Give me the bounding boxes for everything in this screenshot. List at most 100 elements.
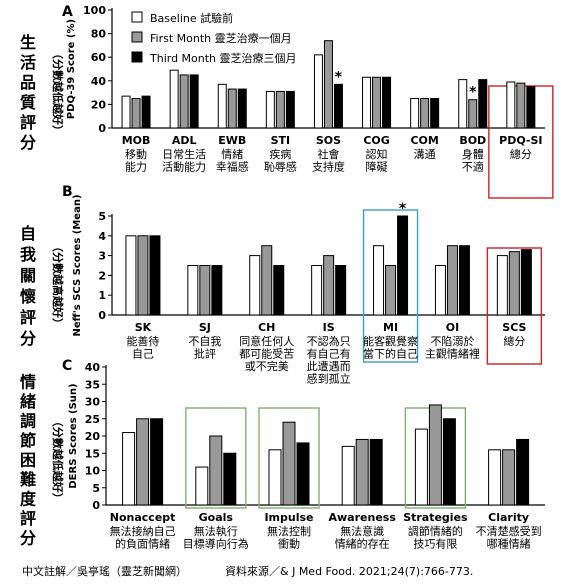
y-tick-label: 40 <box>91 75 107 88</box>
y-tick-label: 5 <box>98 210 106 223</box>
bar <box>508 251 520 316</box>
y-tick-label: 20 <box>85 430 101 443</box>
y-tick-label: 4 <box>98 230 106 243</box>
bar <box>209 435 223 506</box>
side-title-char: 度 <box>20 490 37 509</box>
side-title-char: 分 <box>20 133 36 152</box>
panel-letter: C <box>62 358 72 374</box>
bar <box>122 432 136 506</box>
x-tick-label: Awareness <box>329 511 397 524</box>
category-note: 活動能力 <box>162 160 206 174</box>
footer-credit: 中文註解／吳亭瑤（靈芝新聞網） <box>22 564 187 578</box>
category-note: 能善待 <box>126 334 159 348</box>
bar <box>268 449 282 506</box>
category-note: 能力 <box>125 160 147 174</box>
y-axis-label: PDQ-39 Score (%) <box>66 19 77 119</box>
x-tick-label: COM <box>410 134 438 147</box>
bar <box>410 98 420 129</box>
category-note: 當下的自己 <box>363 347 418 361</box>
category-note: 無法意識 <box>340 524 384 538</box>
x-tick-label: SJ <box>199 321 211 334</box>
bar <box>414 428 428 506</box>
x-tick-label: COG <box>363 134 389 147</box>
bar <box>249 255 261 316</box>
bar <box>169 69 179 129</box>
bar <box>442 418 456 506</box>
category-note: 無法控制 <box>267 524 311 538</box>
x-tick-label: CH <box>258 321 275 334</box>
bar <box>223 452 237 506</box>
bar <box>237 88 247 129</box>
bar <box>428 404 442 506</box>
category-note: 有自己有 <box>307 347 351 361</box>
side-title-char: 活 <box>20 53 36 72</box>
bar <box>137 235 149 316</box>
side-title-char: 品 <box>20 73 36 92</box>
bar <box>121 95 131 129</box>
y-tick-label: 15 <box>85 447 100 460</box>
bar <box>506 81 516 129</box>
panel-letter: A <box>62 4 73 20</box>
category-note: 認知 <box>366 147 388 161</box>
side-title-char: 評 <box>20 308 36 327</box>
bar <box>211 265 223 316</box>
category-note: 主觀情緒裡 <box>425 347 480 361</box>
legend-swatch <box>131 31 143 43</box>
side-note: （分數越低越好） <box>51 416 65 504</box>
bar <box>341 445 355 506</box>
side-title-char: 緒 <box>20 392 36 411</box>
bar <box>273 265 285 316</box>
category-note: 身體 <box>462 147 484 161</box>
category-note: 疾病 <box>269 147 291 161</box>
bar <box>397 215 409 316</box>
bar <box>468 99 478 129</box>
x-tick-label: Goals <box>199 511 234 524</box>
x-tick-label: EWB <box>218 134 246 147</box>
category-note: 溝通 <box>414 148 436 161</box>
panel-letter: B <box>62 184 73 200</box>
bar <box>261 245 273 316</box>
category-note: 目標導向行為 <box>183 537 249 551</box>
bar <box>179 74 189 129</box>
side-note: （分數越高越好） <box>51 241 65 329</box>
category-note: 都可能受苦 <box>239 347 294 361</box>
bar <box>502 449 516 506</box>
y-tick-label: 25 <box>85 413 100 426</box>
significance-star: * <box>399 201 407 217</box>
y-axis-label: DERS Scores (Sun) <box>68 383 79 488</box>
side-title-char: 評 <box>20 113 36 132</box>
bar <box>282 421 296 506</box>
bar <box>420 98 430 129</box>
x-tick-label: SOS <box>316 134 341 147</box>
y-tick-label: 60 <box>91 51 107 64</box>
y-tick-label: 100 <box>83 4 106 17</box>
side-title-char: 調 <box>20 412 36 431</box>
side-title-char: 評 <box>20 509 36 528</box>
y-tick-label: 0 <box>98 122 106 135</box>
highlight-box <box>185 407 247 509</box>
bar <box>372 76 382 129</box>
bar <box>478 79 488 129</box>
bar <box>496 255 508 316</box>
y-tick-label: 35 <box>85 378 100 391</box>
legend-swatch <box>131 11 143 23</box>
x-tick-label: MOB <box>122 134 151 147</box>
bar <box>217 83 227 129</box>
highlight-box <box>258 407 320 509</box>
category-note: 同意任何人 <box>239 334 294 348</box>
legend-label: First Month 靈芝治療一個月 <box>150 31 292 45</box>
y-tick-label: 30 <box>85 396 101 409</box>
side-title-char: 情 <box>20 373 36 392</box>
category-note: 批評 <box>194 347 216 361</box>
side-title-char: 我 <box>20 245 36 264</box>
bar <box>335 265 347 316</box>
bar <box>323 40 333 129</box>
y-tick-label: 2 <box>98 269 106 282</box>
side-title-char: 生 <box>20 33 36 52</box>
x-tick-label: IS <box>323 321 335 334</box>
x-tick-label: MI <box>383 321 398 334</box>
side-note: （分數越低越好） <box>51 48 65 136</box>
y-tick-label: 0 <box>98 309 106 322</box>
side-title-char: 自 <box>20 224 36 243</box>
category-note: 自己 <box>132 348 154 361</box>
